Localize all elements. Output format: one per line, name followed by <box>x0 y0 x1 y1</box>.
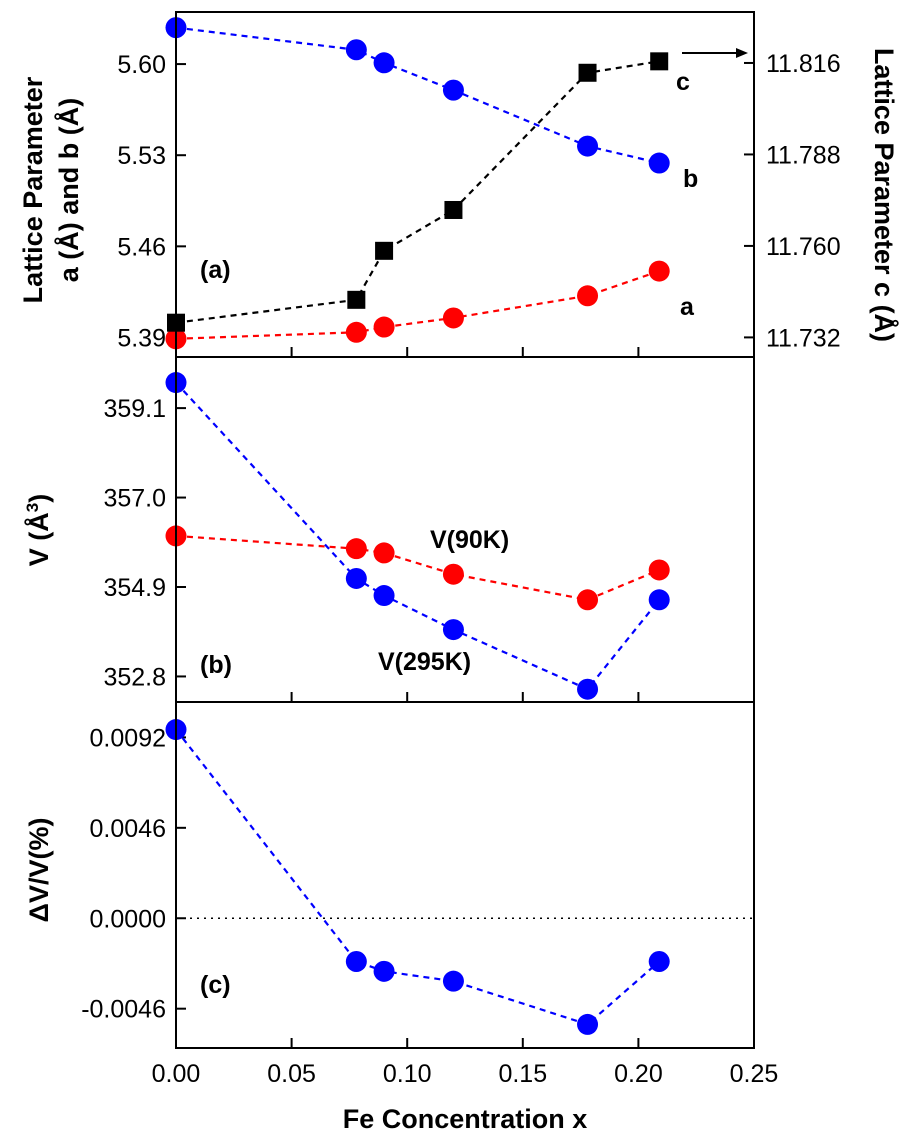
series-label-a: a <box>680 293 695 321</box>
panel-b-ylabel-close: ) <box>24 494 54 503</box>
panel-a-series-2-point-4 <box>578 63 597 82</box>
panel-c-series-0-point-5 <box>648 951 670 972</box>
panel-c-ytick-label-0: -0.0046 <box>81 996 166 1024</box>
panel-b-series-1-line <box>175 381 661 691</box>
panel-b-ytick-label-3: 359.1 <box>103 395 166 423</box>
series-label-v90k: V(90K) <box>430 526 509 554</box>
panel-a-series-2-point-3 <box>444 200 463 219</box>
panel-a-series-2-point-2 <box>375 241 394 260</box>
panel-a-series-0-point-4 <box>577 135 599 157</box>
panel-a-y2tick-label-1: 11.760 <box>766 233 841 261</box>
panel-c-series-0-point-3 <box>442 970 464 992</box>
panel-a-ytick-label-1: 5.46 <box>117 233 166 261</box>
panel-a-y2tick-label-3: 11.816 <box>766 50 841 78</box>
x-tick-label-1: 0.05 <box>267 1060 316 1088</box>
x-tick-label-0: 0.00 <box>152 1060 201 1088</box>
series-label-v295k: V(295K) <box>378 648 471 676</box>
panel-a-series-1-point-3 <box>442 307 464 329</box>
panel-c-ytick-label-2: 0.0046 <box>90 815 166 843</box>
panel-c-ylabel: ΔV/V(%) <box>24 818 54 923</box>
panel-c-series-0-point-1 <box>345 951 367 972</box>
panel-a-series-1-line <box>175 270 660 340</box>
panel-a-label: (a) <box>200 256 231 284</box>
series-label-b: b <box>683 165 698 193</box>
panel-a-series-1-point-4 <box>577 285 599 307</box>
panel-a-series-0-point-5 <box>648 152 670 174</box>
panel-a-y2tick-label-2: 11.788 <box>766 141 841 169</box>
panel-c-series-0-point-2 <box>373 960 395 982</box>
right-axis-arrowhead <box>736 48 748 58</box>
x-tick-label-3: 0.15 <box>498 1060 547 1088</box>
panel-b-series-0-point-3 <box>442 563 464 585</box>
panel-b-series-1-point-3 <box>442 619 464 641</box>
panel-a-series-0-point-2 <box>373 52 395 74</box>
panel-a-series-1-point-1 <box>345 321 367 343</box>
x-tick-label-5: 0.25 <box>730 1060 779 1088</box>
panel-a-series-2-point-5 <box>650 52 669 71</box>
panel-c-frame <box>175 701 755 1049</box>
panel-a-ytick-label-2: 5.53 <box>117 142 166 170</box>
panel-c-ytick-label-3: 0.0092 <box>90 724 166 752</box>
panel-b-series-1-point-2 <box>373 585 395 607</box>
panel-b-ylabel-main: V (Å <box>23 512 54 566</box>
panel-b-series-0-point-5 <box>648 559 670 581</box>
panel-b-ylabel: V (Å3) <box>23 494 54 566</box>
panel-b-series-1-point-1 <box>345 567 367 589</box>
x-axis-title: Fe Concentration x <box>343 1104 588 1134</box>
panel-a-series-1-point-2 <box>373 316 395 338</box>
panel-a-series-1-point-5 <box>648 260 670 282</box>
panel-a-ylabel-line2: a (Å) and b (Å) <box>53 98 84 282</box>
panel-b-series-1-point-5 <box>648 589 670 611</box>
panel-a-series-2-line <box>175 60 660 324</box>
series-label-c: c <box>676 68 690 96</box>
panel-b-ytick-label-0: 352.8 <box>103 663 166 691</box>
panel-b-ytick-label-2: 357.0 <box>103 485 166 513</box>
panel-b-ytick-label-1: 354.9 <box>103 574 166 602</box>
panel-a-ytick-label-3: 5.60 <box>117 51 166 79</box>
panel-c-series-0-point-4 <box>577 1013 599 1035</box>
panel-b-series-0-point-1 <box>345 538 367 560</box>
panel-b-ylabel-sup: 3 <box>23 503 42 512</box>
panel-a-ytick-label-0: 5.39 <box>117 324 166 352</box>
panel-a-y2label: Lattice Parameter c (Å) <box>869 48 900 342</box>
panel-c-label: (c) <box>200 971 231 999</box>
panel-b-series-0-point-4 <box>577 589 599 611</box>
panel-a-series-0-point-1 <box>345 39 367 61</box>
panel-a-ylabel-line1: Lattice Parameter <box>18 76 48 303</box>
panel-c-series-0-line <box>175 728 660 1026</box>
x-tick-label-2: 0.10 <box>383 1060 432 1088</box>
panel-c-ytick-label-1: 0.0000 <box>90 905 166 933</box>
panel-a-series-2-point-1 <box>347 290 366 309</box>
panel-a-y2tick-label-0: 11.732 <box>766 324 841 352</box>
panel-b-label: (b) <box>200 651 232 679</box>
plot-layer: 5.39 5.46 5.53 5.60 11.732 11.760 11.788 11.816… <box>81 11 841 1088</box>
panel-b-series-1-point-4 <box>577 678 599 700</box>
panel-a-series-0-point-3 <box>442 79 464 101</box>
panel-b-series-0-point-2 <box>373 542 395 564</box>
x-tick-label-4: 0.20 <box>614 1060 663 1088</box>
panel-a-series-0-line <box>175 26 660 165</box>
panel-b-series-0-line <box>175 534 660 601</box>
